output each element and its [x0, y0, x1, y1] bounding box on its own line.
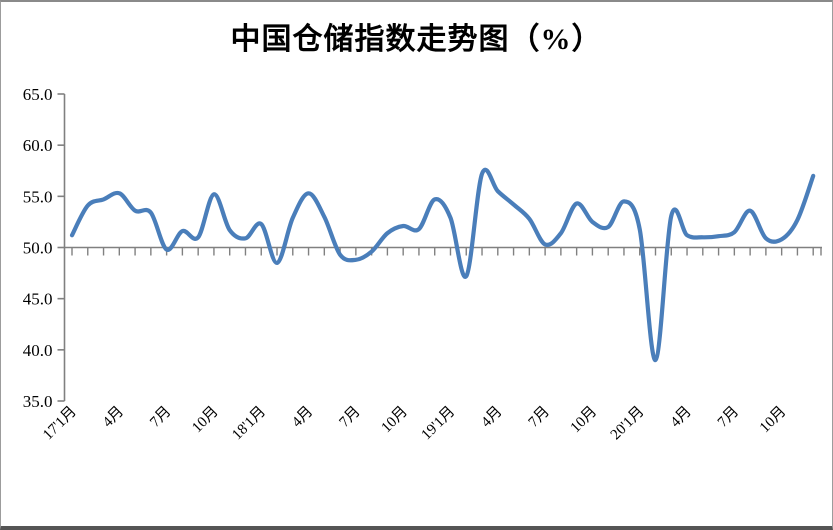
x-axis-tick-label: 4月 — [478, 404, 505, 431]
x-axis-tick-label: 7月 — [336, 404, 363, 431]
x-axis-tick-label: 4月 — [289, 404, 316, 431]
y-axis-tick-label: 40.0 — [23, 341, 53, 360]
x-axis-tick-label: 20'1月 — [608, 404, 648, 444]
x-axis-tick-label: 10月 — [378, 404, 411, 437]
index-series-line — [69, 167, 816, 363]
x-axis-tick-label: 4月 — [100, 404, 127, 431]
y-axis-tick-label: 60.0 — [23, 136, 53, 155]
x-axis-tick-label: 18'1月 — [229, 404, 269, 444]
y-axis-tick-label: 50.0 — [23, 239, 53, 258]
x-axis-tick-label: 10月 — [189, 404, 222, 437]
x-axis-tick-label: 4月 — [668, 404, 695, 431]
x-axis-tick-label: 7月 — [526, 404, 553, 431]
x-axis-tick-label: 10月 — [757, 404, 790, 437]
y-axis-tick-label: 45.0 — [23, 290, 53, 309]
x-axis-tick-label: 7月 — [147, 404, 174, 431]
x-axis-tick-label: 19'1月 — [419, 404, 459, 444]
x-axis-tick-label: 10月 — [568, 404, 601, 437]
y-axis-tick-label: 65.0 — [23, 85, 53, 104]
x-axis-tick-label: 7月 — [715, 404, 742, 431]
y-axis-tick-label: 55.0 — [23, 187, 53, 206]
chart-title: 中国仓储指数走势图（%） — [230, 23, 603, 56]
y-axis-tick-label: 35.0 — [23, 392, 53, 411]
